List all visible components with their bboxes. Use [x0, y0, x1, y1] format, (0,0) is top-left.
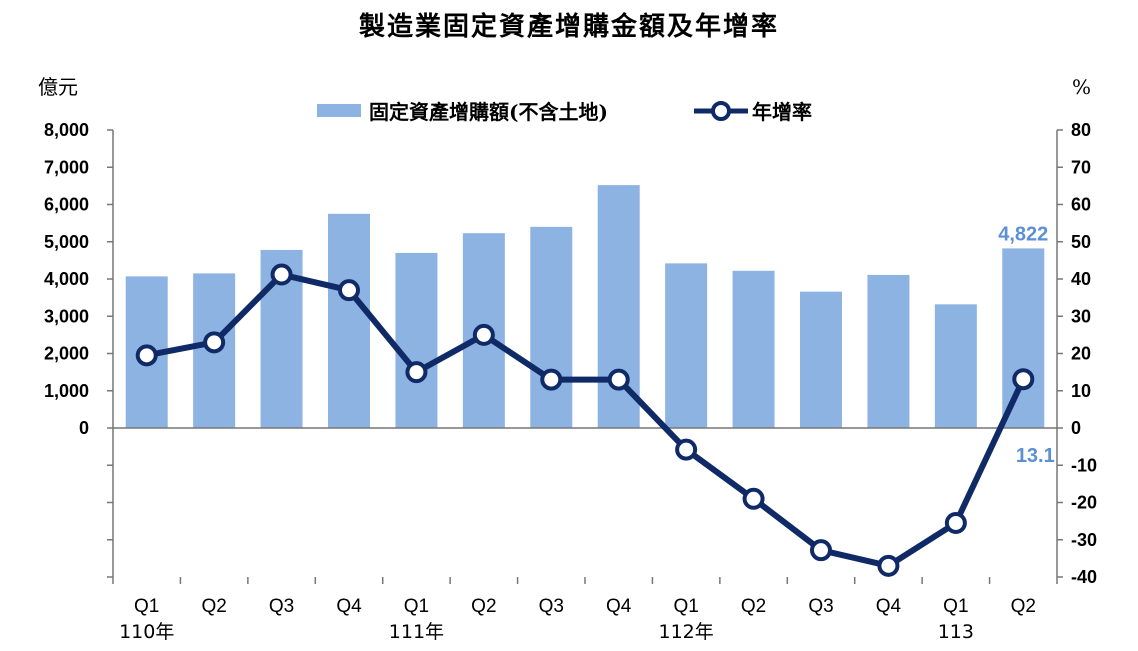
labels: Q1 Q2 Q3 Q4 Q1 Q2 Q3 Q4 Q1 Q2 Q3 Q4 Q1 Q2 110年 111年 112年… — [119, 223, 1055, 643]
data-label: 4,822 — [998, 223, 1048, 245]
line-point — [944, 511, 967, 534]
category-label: Q2 — [1011, 596, 1036, 617]
left-tick-label: 5,000 — [44, 232, 89, 252]
bar — [1002, 248, 1045, 428]
line-point — [607, 368, 630, 391]
right-tick-label: 60 — [1071, 195, 1091, 215]
right-tick-label: 10 — [1071, 381, 1091, 401]
bar — [665, 263, 708, 428]
category-label: Q1 — [673, 596, 698, 617]
right-tick-label: 70 — [1071, 157, 1091, 177]
category-label: Q2 — [201, 596, 226, 617]
line-point — [135, 344, 158, 367]
line-point — [877, 554, 900, 577]
left-tick-label: 4,000 — [44, 269, 89, 289]
left-axis-unit: 億元 — [38, 75, 78, 99]
category-label: Q4 — [876, 596, 902, 617]
right-axis-unit: % — [1072, 75, 1091, 99]
legend: 固定資產增購額(不含土地) 年增率 — [317, 100, 812, 124]
right-tick-label: 20 — [1071, 344, 1091, 364]
legend-line-marker — [711, 101, 731, 121]
bar — [934, 304, 977, 428]
category-label: Q2 — [741, 596, 766, 617]
right-tick-label: -10 — [1071, 455, 1097, 475]
line-point — [270, 263, 293, 286]
category-label: Q2 — [471, 596, 496, 617]
right-tick-label: -40 — [1071, 567, 1097, 587]
line-point — [540, 368, 563, 391]
right-tick-label: 80 — [1071, 120, 1091, 140]
right-tick-label: 30 — [1071, 306, 1091, 326]
bar — [530, 226, 573, 428]
right-tick-label: -20 — [1071, 493, 1097, 513]
bar — [395, 252, 438, 428]
left-tick-label: 1,000 — [44, 381, 89, 401]
category-label: Q3 — [539, 596, 564, 617]
line-point — [472, 323, 495, 346]
line-series — [135, 263, 1035, 577]
category-label: Q1 — [134, 596, 159, 617]
left-tick-label: 0 — [79, 418, 89, 438]
line-point — [203, 331, 226, 354]
year-label: 111年 — [389, 621, 444, 643]
left-tick-label: 2,000 — [44, 344, 89, 364]
bar-series — [125, 185, 1045, 428]
right-tick-label: 0 — [1071, 418, 1081, 438]
line-point — [675, 438, 698, 461]
bar — [867, 274, 910, 428]
line-point — [742, 487, 765, 510]
bar — [328, 213, 370, 428]
left-tick-label: 6,000 — [44, 195, 89, 215]
left-tick-label: 3,000 — [44, 306, 89, 326]
bar — [732, 270, 775, 428]
category-label: Q3 — [269, 596, 294, 617]
axes: 8,000 7,000 6,000 5,000 4,000 3,000 2,000 1,000… — [44, 120, 1097, 587]
left-tick-label: 8,000 — [44, 120, 89, 140]
legend-bar-swatch — [317, 104, 361, 117]
line-point — [338, 279, 360, 302]
legend-bar-label: 固定資產增購額(不含土地) — [369, 100, 608, 124]
data-label: 13.1 — [1016, 445, 1055, 467]
category-label: Q4 — [336, 596, 362, 617]
category-label: Q4 — [606, 596, 632, 617]
line-point — [810, 539, 832, 562]
growth-rate-line — [146, 271, 1027, 569]
line-point — [1012, 368, 1035, 391]
year-label: 110年 — [119, 621, 174, 643]
year-label: 112年 — [659, 621, 714, 643]
category-label: Q1 — [943, 596, 968, 617]
bar — [800, 291, 842, 428]
right-tick-label: 40 — [1071, 269, 1091, 289]
chart-title: 製造業固定資產增購金額及年增率 — [358, 12, 779, 42]
line-point — [405, 361, 428, 384]
right-tick-label: 50 — [1071, 232, 1091, 252]
category-label: Q1 — [404, 596, 429, 617]
category-label: Q3 — [808, 596, 833, 617]
year-label: 113 — [938, 621, 974, 643]
right-tick-label: -30 — [1071, 530, 1097, 550]
legend-line-label: 年增率 — [752, 100, 812, 124]
left-tick-label: 7,000 — [44, 157, 89, 177]
